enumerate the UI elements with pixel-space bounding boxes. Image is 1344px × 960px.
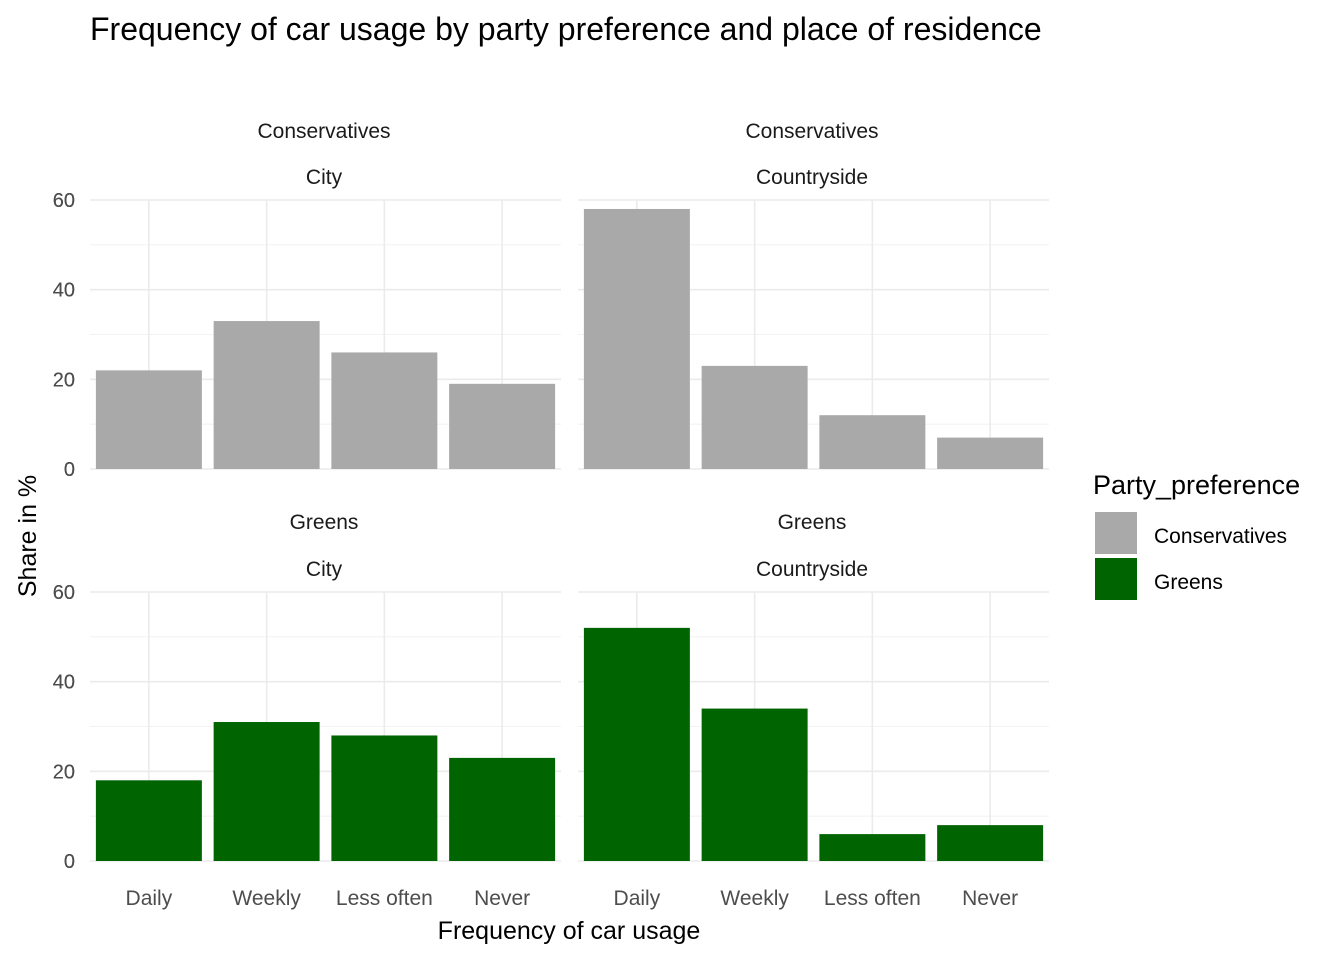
- bar-less-often: [331, 735, 438, 861]
- strip-residence-label: City: [306, 558, 343, 581]
- strip-residence-label: Countryside: [756, 166, 868, 189]
- x-axis-title: Frequency of car usage: [438, 917, 701, 945]
- bar-daily: [583, 627, 690, 861]
- x-tick-label: Never: [474, 887, 530, 910]
- x-tick-label: Less often: [336, 887, 433, 910]
- panel-greens-city: Greens City 0 20 40 60 Daily Weekly Less often…: [53, 511, 561, 910]
- bar-less-often: [331, 352, 438, 469]
- y-tick-label: 60: [53, 582, 75, 604]
- y-tick-label: 60: [53, 190, 75, 212]
- bar-daily: [95, 780, 202, 861]
- y-tick-label: 20: [53, 761, 75, 783]
- legend: Party_preference Conservatives Greens: [1093, 470, 1300, 600]
- legend-key-conservatives: [1095, 512, 1137, 554]
- y-tick-label: 20: [53, 369, 75, 391]
- strip-party-label: Greens: [290, 511, 359, 534]
- y-axis-title: Share in %: [14, 475, 42, 597]
- legend-key-greens: [1095, 558, 1137, 600]
- panel-conservatives-countryside: Conservatives Countryside 0 20 40 60: [53, 120, 1049, 481]
- x-tick-label: Daily: [614, 887, 661, 910]
- bar-daily: [95, 370, 202, 469]
- strip-party-label: Conservatives: [745, 120, 878, 143]
- bar-less-often: [819, 834, 926, 861]
- x-tick-label: Less often: [824, 887, 921, 910]
- y-tick-label: 0: [64, 459, 75, 481]
- bar-weekly: [213, 722, 320, 861]
- y-tick-label: 0: [64, 851, 75, 873]
- y-tick-label: 0: [64, 851, 75, 873]
- panel-conservatives-city: Conservatives City 0 20 40 60: [53, 120, 561, 481]
- strip-party-label: Greens: [778, 511, 847, 534]
- legend-label-greens: Greens: [1154, 571, 1223, 594]
- x-tick-label: Weekly: [720, 887, 789, 910]
- legend-title: Party_preference: [1093, 470, 1300, 500]
- strip-party-label: Conservatives: [257, 120, 390, 143]
- strip-residence-label: City: [306, 166, 343, 189]
- bar-weekly: [701, 708, 808, 861]
- y-tick-label: 0: [64, 459, 75, 481]
- chart-title: Frequency of car usage by party preferen…: [90, 11, 1042, 47]
- bar-less-often: [819, 415, 926, 469]
- bar-never: [937, 437, 1044, 469]
- y-tick-label: 20: [53, 369, 75, 391]
- bar-never: [449, 757, 556, 861]
- bar-daily: [583, 208, 690, 469]
- y-tick-label: 40: [53, 672, 75, 694]
- bar-weekly: [701, 365, 808, 469]
- x-tick-label: Weekly: [232, 887, 301, 910]
- y-tick-label: 40: [53, 672, 75, 694]
- y-tick-label: 60: [53, 582, 75, 604]
- bar-weekly: [213, 321, 320, 469]
- y-tick-label: 40: [53, 280, 75, 302]
- x-tick-label: Daily: [126, 887, 173, 910]
- bar-never: [449, 383, 556, 469]
- x-tick-label: Never: [962, 887, 1018, 910]
- y-tick-label: 60: [53, 190, 75, 212]
- legend-label-conservatives: Conservatives: [1154, 525, 1287, 548]
- y-tick-label: 20: [53, 761, 75, 783]
- strip-residence-label: Countryside: [756, 558, 868, 581]
- bar-never: [937, 825, 1044, 861]
- panel-greens-countryside: Greens Countryside 0 20 40 60 Daily Weekly Les…: [53, 511, 1049, 910]
- y-tick-label: 40: [53, 280, 75, 302]
